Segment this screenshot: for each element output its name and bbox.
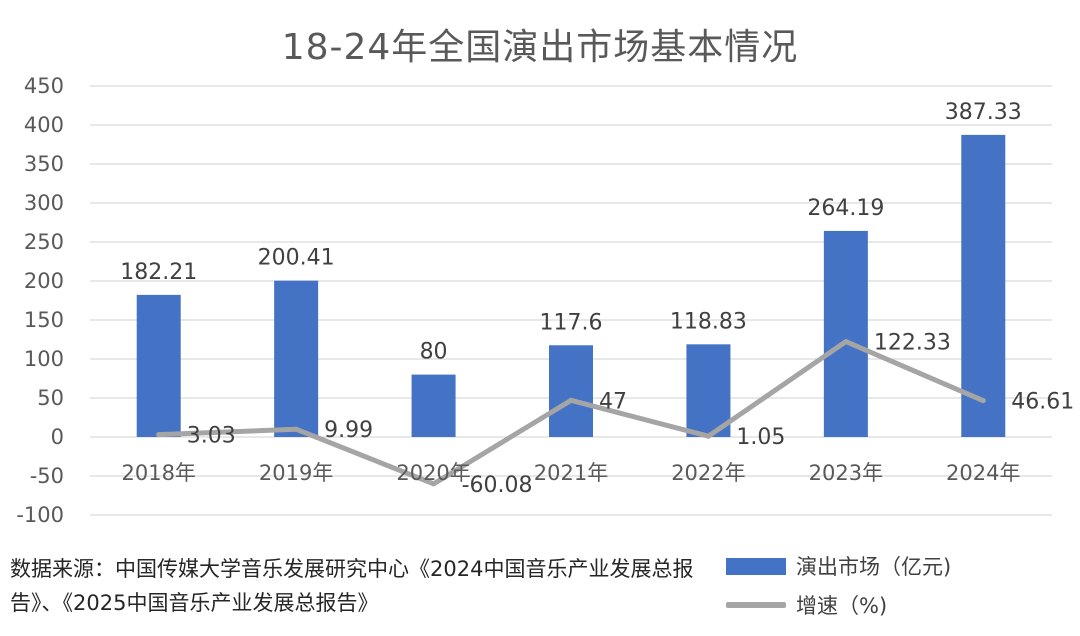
y-tick-label: 100 (24, 347, 64, 371)
bar-data-label: 387.33 (945, 100, 1022, 125)
y-tick-label: 250 (24, 230, 64, 254)
bar-data-label: 80 (420, 340, 448, 365)
bar (274, 280, 319, 437)
y-tick-label: 0 (51, 425, 64, 449)
growth-point (568, 397, 574, 403)
line-data-label: 46.61 (1011, 390, 1074, 415)
bar-data-label: 117.6 (540, 310, 603, 335)
bar (549, 345, 593, 437)
growth-point (156, 432, 162, 438)
bar-data-label: 200.41 (258, 246, 335, 271)
y-tick-label: 350 (24, 152, 64, 176)
legend-label-line: 增速（%) (796, 594, 888, 618)
legend-swatch-line (726, 602, 786, 608)
growth-point (431, 481, 437, 487)
y-tick-label: 50 (37, 386, 64, 410)
y-tick-label: 450 (24, 74, 64, 98)
line-data-label: 9.99 (324, 418, 373, 443)
x-tick-label: 2019年 (259, 461, 333, 485)
growth-point (705, 433, 711, 439)
bar-data-label: 118.83 (670, 309, 747, 334)
y-tick-label: 150 (24, 308, 64, 332)
y-tick-label: 400 (24, 113, 64, 137)
legend-item-line: 增速（%) (726, 590, 887, 620)
x-tick-label: 2022年 (671, 461, 745, 485)
legend-swatch-bar (726, 557, 786, 575)
growth-point (293, 426, 299, 432)
legend-label-bar: 演出市场（亿元) (796, 555, 952, 579)
y-tick-label: 300 (24, 191, 64, 215)
chart-title: 18-24年全国演出市场基本情况 (281, 27, 799, 68)
bar (961, 134, 1006, 437)
line-data-label: 47 (599, 389, 627, 414)
line-data-label: 3.03 (187, 424, 236, 449)
x-tick-label: 2024年 (946, 461, 1020, 485)
bar (686, 344, 731, 437)
x-tick-label: 2018年 (121, 461, 195, 485)
legend-item-bar: 演出市场（亿元) (726, 551, 951, 581)
source-note: 数据来源：中国传媒大学音乐发展研究中心《2024中国音乐产业发展总报告》、《20… (10, 557, 694, 615)
line-data-label: -60.08 (462, 473, 533, 498)
bar (136, 294, 181, 437)
y-tick-label: 200 (24, 269, 64, 293)
chart-plot: -100 -50 0 50 100 150 200 250 300 350 400 450 182.2… (16, 74, 1074, 527)
growth-point (980, 398, 986, 404)
bar-data-label: 264.19 (807, 196, 884, 221)
line-data-label: 122.33 (874, 331, 951, 356)
x-tick-label: 2023年 (809, 461, 883, 485)
y-tick-label: -100 (16, 503, 64, 527)
x-tick-label: 2020年 (396, 461, 470, 485)
growth-point (843, 339, 849, 345)
bar (411, 374, 456, 437)
bar-data-label: 182.21 (120, 260, 197, 285)
y-tick-label: -50 (30, 464, 64, 488)
x-tick-label: 2021年 (534, 461, 608, 485)
line-data-label: 1.05 (736, 425, 785, 450)
bar (823, 230, 868, 437)
